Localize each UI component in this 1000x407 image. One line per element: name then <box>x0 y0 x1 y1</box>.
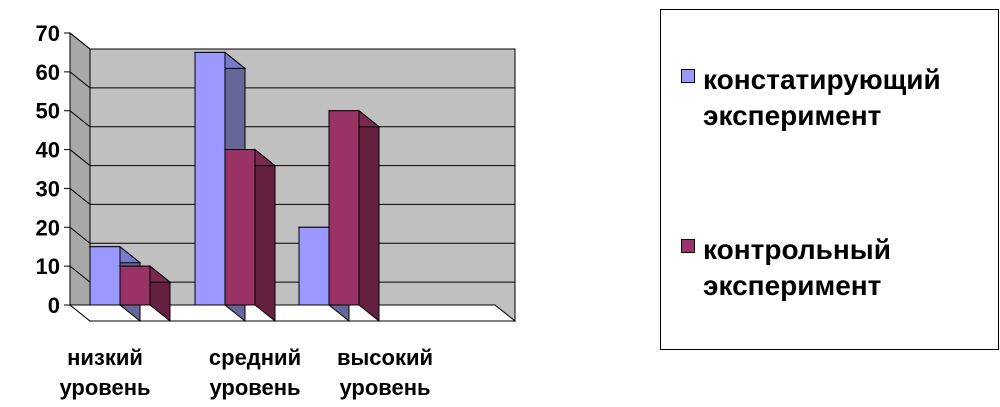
legend-label-line: контрольный <box>703 234 891 265</box>
bar-side <box>358 109 380 323</box>
x-axis-labels: низкий уровень средний уровень высокий уровен… <box>59 345 433 400</box>
legend-swatch-series-1 <box>681 69 695 83</box>
x-category-label-line: низкий <box>67 345 143 370</box>
x-category-label-line: уровень <box>59 375 150 400</box>
y-tick-label: 40 <box>36 138 60 163</box>
bars <box>88 51 381 323</box>
gridline <box>69 32 515 50</box>
x-category-label: высокий уровень <box>337 345 433 400</box>
side-wall <box>69 31 91 323</box>
bar-front <box>224 149 256 306</box>
y-tick-label: 30 <box>36 176 60 201</box>
bar-front <box>119 265 151 306</box>
y-tick-label: 0 <box>48 293 60 318</box>
gridline <box>69 71 515 89</box>
x-category-label-line: высокий <box>337 345 433 370</box>
bar-front <box>328 110 360 306</box>
legend-label-series-1: констатирующий эксперимент <box>703 62 1000 134</box>
legend-label-line: констатирующий <box>703 64 941 95</box>
y-tick-label: 50 <box>36 99 60 124</box>
bar <box>223 148 277 323</box>
bar <box>118 265 172 323</box>
legend: констатирующий эксперимент контрольный э… <box>660 9 999 350</box>
y-tick-label: 20 <box>36 215 60 240</box>
bar-front <box>89 246 121 306</box>
x-category-label-line: уровень <box>339 375 430 400</box>
x-category-label: низкий уровень <box>59 345 150 400</box>
y-axis-ticks: 0 10 20 30 40 50 60 70 <box>36 21 70 318</box>
legend-swatch-series-2 <box>681 239 695 253</box>
legend-label-line: эксперимент <box>703 100 882 131</box>
x-category-label: средний уровень <box>209 345 301 400</box>
bar-front <box>298 226 330 306</box>
y-tick-label: 60 <box>36 60 60 85</box>
bar-side <box>254 148 276 323</box>
legend-label-line: эксперимент <box>703 270 882 301</box>
y-tick-label: 70 <box>36 21 60 46</box>
bar-chart: 0 10 20 30 40 50 60 70 низкий уровень средний уров… <box>36 21 517 400</box>
x-category-label-line: уровень <box>209 375 300 400</box>
legend-label-series-2: контрольный эксперимент <box>703 232 1000 304</box>
bar <box>327 109 381 323</box>
x-category-label-line: средний <box>209 345 301 370</box>
y-tick-label: 10 <box>36 254 60 279</box>
bar-front <box>194 51 226 306</box>
